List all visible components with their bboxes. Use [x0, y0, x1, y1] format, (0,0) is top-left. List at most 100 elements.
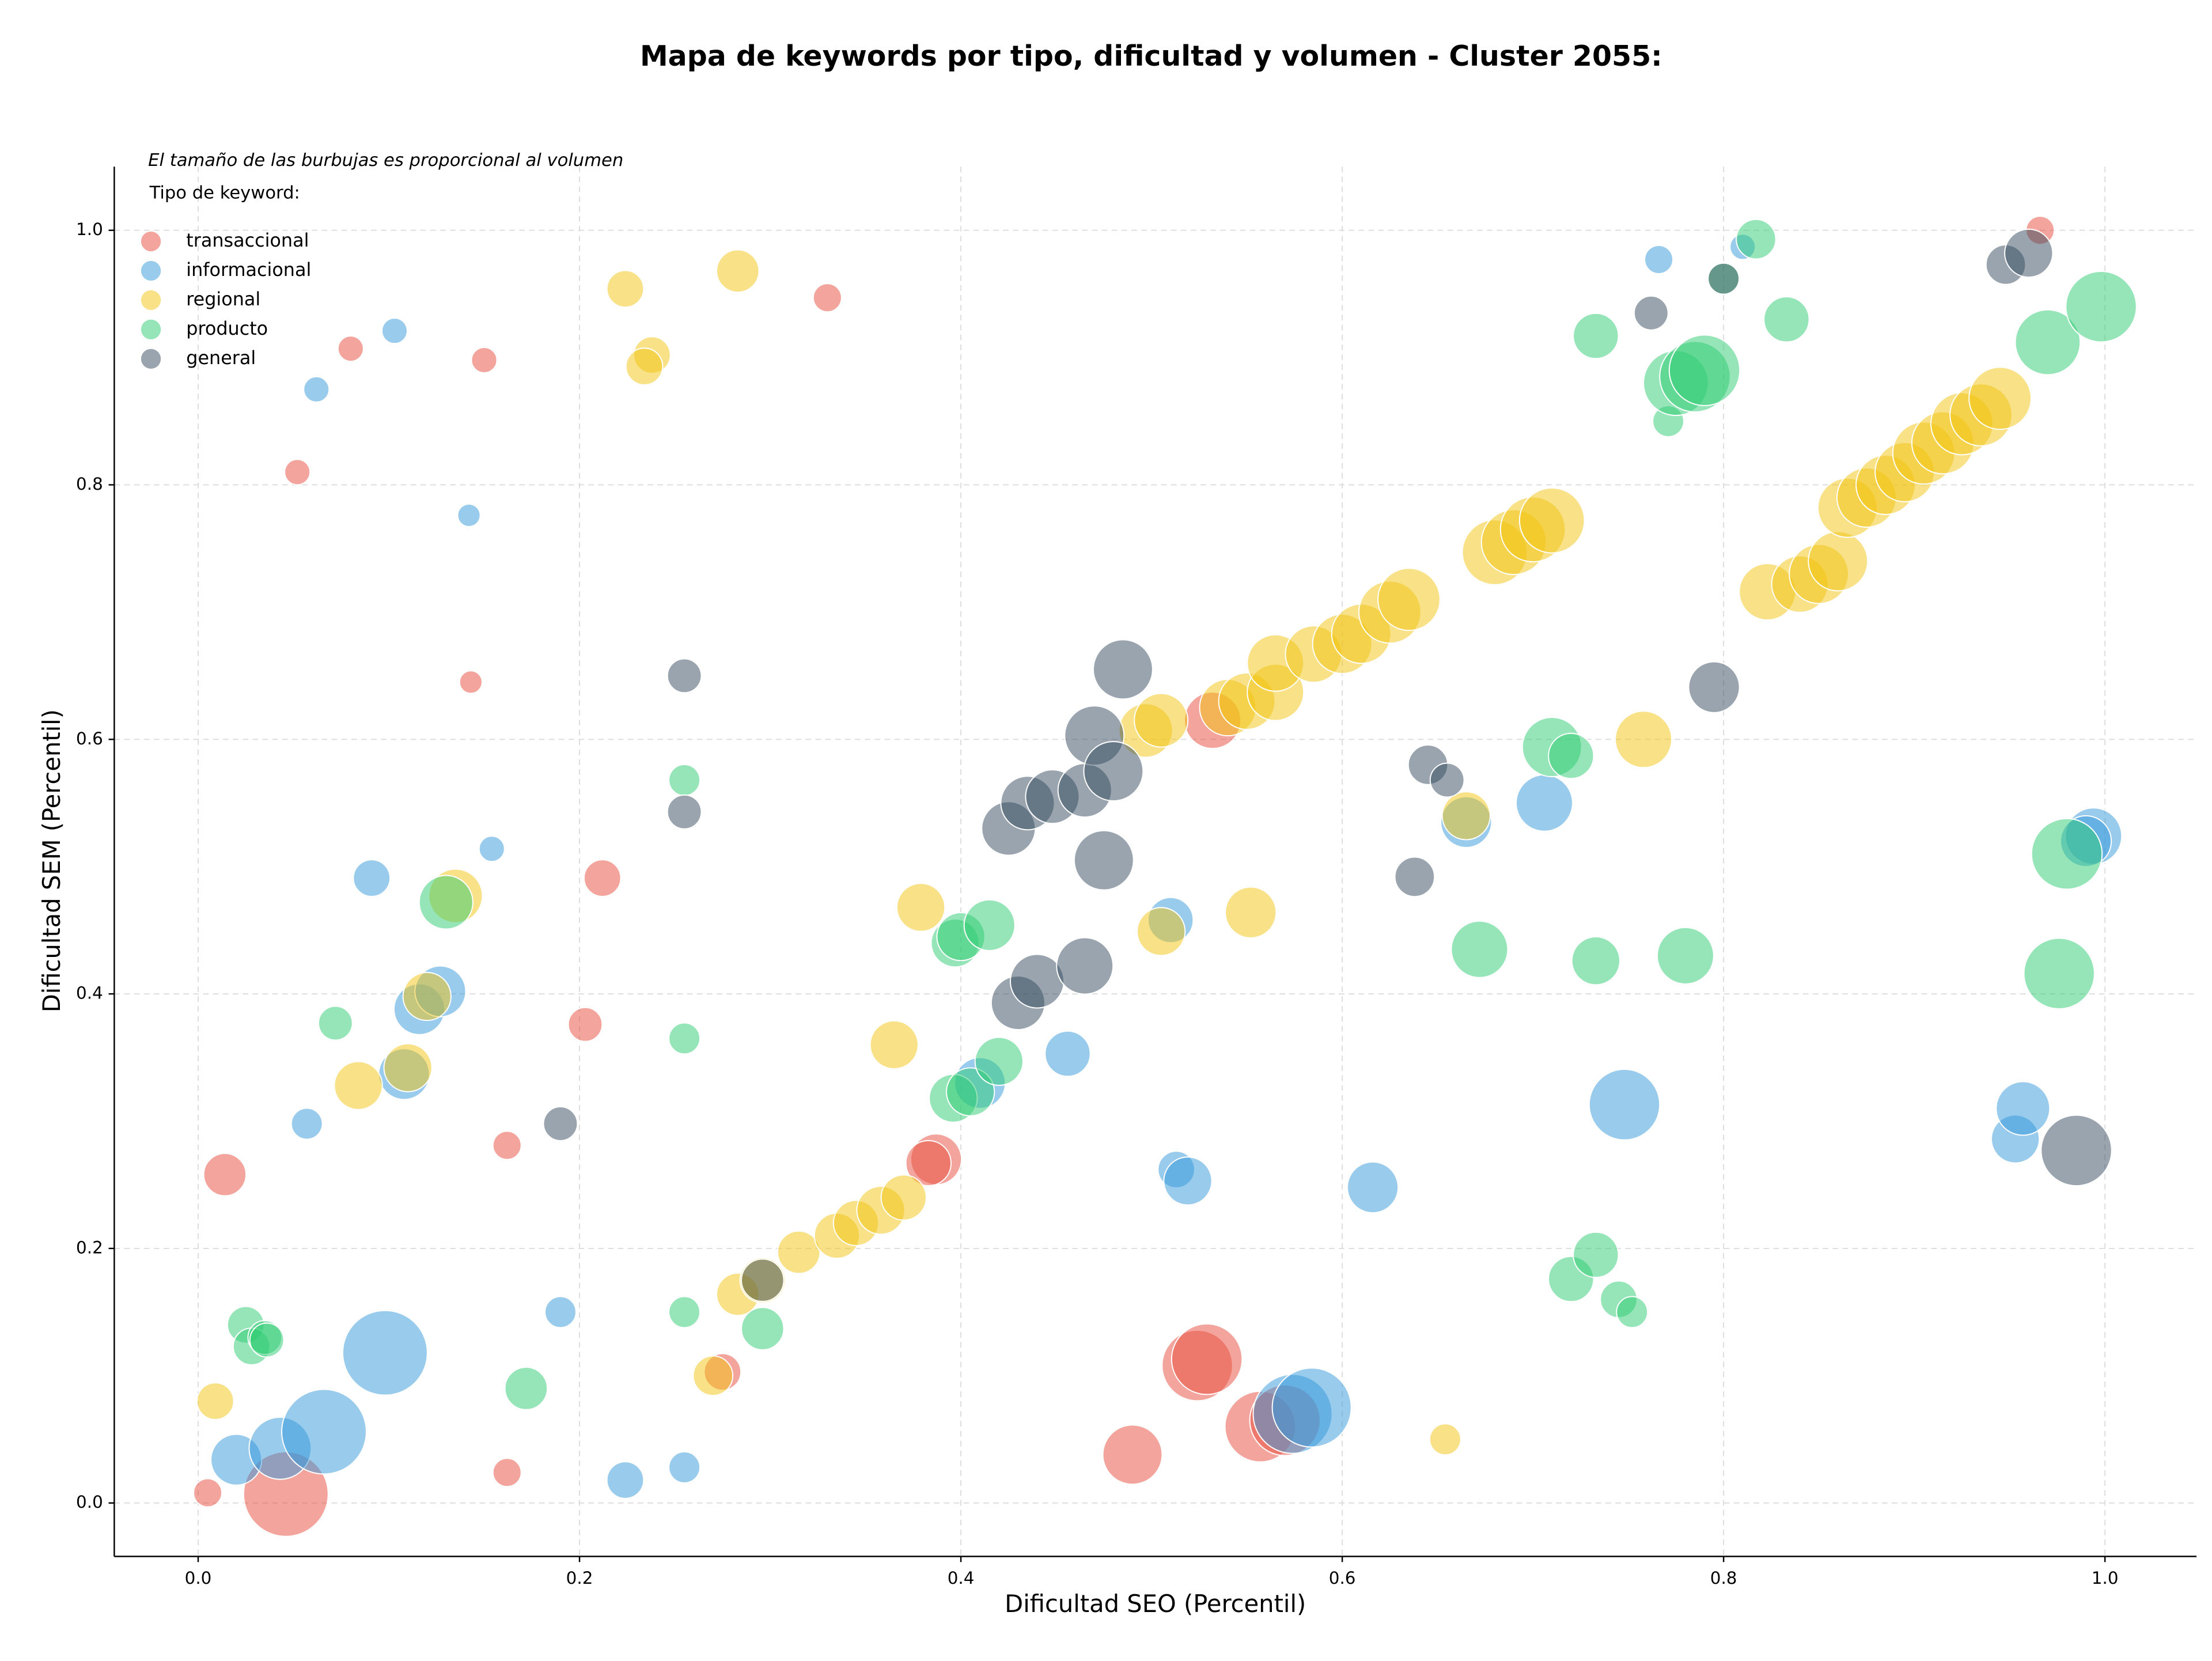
bubble — [1429, 762, 1465, 798]
bubble — [1134, 693, 1189, 748]
legend: transaccional informacional regional produc… — [141, 229, 311, 369]
bubble — [492, 1458, 522, 1488]
bubble — [668, 1296, 701, 1329]
bubble — [606, 270, 645, 308]
bubble — [193, 1478, 223, 1508]
y-tick-label: 0.6 — [76, 729, 103, 748]
legend-label: regional — [186, 288, 260, 310]
bubble — [1009, 954, 1065, 1009]
bubble — [668, 1022, 701, 1055]
bubble — [203, 1153, 247, 1197]
bubble — [1083, 741, 1144, 801]
bubble — [2014, 309, 2081, 376]
bubble — [284, 459, 311, 486]
x-tick-label: 0.8 — [1710, 1568, 1737, 1588]
bubble — [342, 1310, 428, 1396]
bubble — [418, 875, 474, 930]
y-tick-label: 0.8 — [76, 474, 103, 494]
bubble — [337, 335, 364, 362]
bubble — [281, 1388, 367, 1475]
annotation: El tamaño de las burbujas es proporciona… — [148, 150, 623, 171]
bubble — [1429, 1423, 1461, 1456]
bubble — [1347, 1161, 1399, 1213]
bubble — [1688, 661, 1740, 713]
bubbles — [193, 215, 2137, 1537]
bubble — [896, 883, 946, 932]
axes: 0.0 0.2 0.4 0.6 0.8 1.0 0.0 0.2 0.4 0.6 0.8 1.0 — [76, 167, 2197, 1588]
bubble — [196, 1382, 234, 1420]
bubble — [716, 249, 760, 293]
bubble — [1736, 218, 1777, 260]
legend-title: Tipo de keyword: — [149, 183, 300, 203]
bubble — [471, 347, 498, 374]
bubble — [1163, 1156, 1213, 1206]
bubble — [1548, 732, 1594, 780]
bubble — [1271, 1367, 1352, 1448]
bubble — [381, 317, 408, 345]
bubble — [1707, 262, 1740, 295]
bubble — [1450, 920, 1509, 978]
bubble — [567, 1007, 603, 1042]
bubble — [1056, 937, 1114, 995]
bubble — [1808, 531, 1869, 592]
bubble — [1377, 567, 1441, 631]
y-tick-label: 0.2 — [76, 1238, 103, 1257]
bubble — [869, 1020, 919, 1070]
bubble — [974, 1036, 1024, 1086]
bubble — [2065, 271, 2137, 343]
bubble — [1656, 926, 1714, 985]
bubble — [478, 835, 505, 862]
bubble — [1668, 334, 1741, 406]
bubble — [692, 1355, 734, 1397]
bubble — [290, 1107, 323, 1140]
legend-marker — [141, 319, 161, 340]
bubble — [383, 1043, 433, 1092]
x-tick-label: 0.0 — [185, 1568, 212, 1588]
grid — [114, 167, 2197, 1557]
bubble — [583, 859, 622, 897]
bubble — [1571, 936, 1620, 986]
legend-marker — [141, 290, 161, 311]
bubble — [1588, 1069, 1661, 1141]
bubble — [812, 283, 842, 313]
bubble — [1633, 295, 1669, 331]
bubble — [777, 1230, 821, 1274]
bubble — [457, 503, 481, 528]
legend-marker — [141, 260, 161, 281]
bubble — [1073, 830, 1134, 891]
legend-marker — [141, 231, 161, 252]
bubble — [2004, 228, 2054, 278]
chart-title: Mapa de keywords por tipo, dificultad y … — [640, 40, 1662, 73]
bubble — [492, 1130, 522, 1160]
bubble — [1102, 1424, 1163, 1485]
x-tick-label: 0.6 — [1329, 1568, 1356, 1588]
bubble — [741, 1258, 785, 1302]
bubble — [1615, 710, 1673, 769]
bubble — [668, 764, 701, 796]
legend-marker — [141, 349, 161, 369]
bubble — [1616, 1296, 1649, 1329]
legend-label: transaccional — [186, 229, 309, 251]
bubble — [905, 1140, 952, 1187]
bubble — [1225, 886, 1277, 939]
bubble — [402, 971, 452, 1021]
bubble — [880, 1174, 927, 1221]
bubble — [1516, 774, 1573, 832]
bubble — [1968, 366, 2032, 430]
legend-label: informacional — [186, 259, 311, 281]
bubble — [334, 1061, 383, 1110]
bubble — [946, 1067, 995, 1117]
bubble — [1644, 245, 1674, 274]
bubble — [1518, 487, 1585, 554]
bubble — [2023, 937, 2095, 1009]
bubble — [504, 1367, 548, 1410]
y-axis-label: Dificultad SEM (Percentil) — [37, 709, 66, 1012]
bubble — [1044, 1030, 1091, 1077]
bubble — [249, 1322, 285, 1358]
bubble — [1441, 791, 1491, 841]
bubble — [666, 658, 702, 694]
bubble — [1171, 1323, 1243, 1395]
bubble — [1093, 639, 1153, 700]
x-axis-label: Dificultad SEO (Percentil) — [1005, 1590, 1306, 1618]
